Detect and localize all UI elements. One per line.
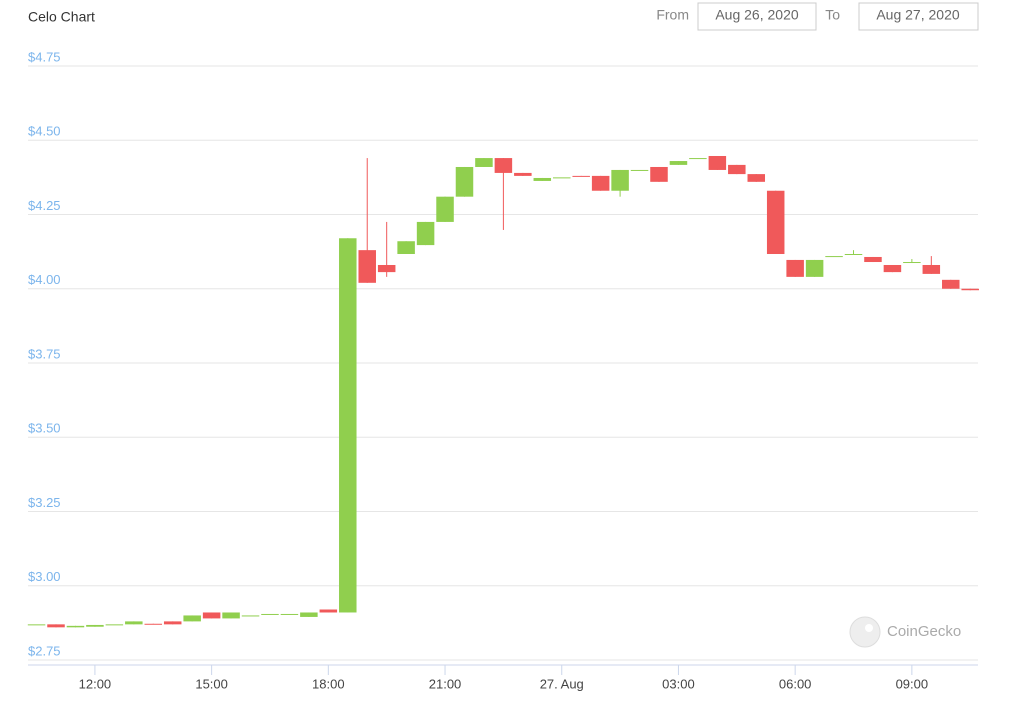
from-date: Aug 26, 2020 bbox=[715, 7, 799, 23]
candle-body bbox=[708, 155, 727, 170]
candle-body bbox=[280, 613, 299, 615]
x-tick-label: 06:00 bbox=[779, 676, 812, 691]
candle-body bbox=[766, 190, 785, 255]
candle-body bbox=[202, 612, 221, 619]
candle-body bbox=[144, 623, 163, 625]
candle-body bbox=[47, 624, 65, 628]
candle-body bbox=[416, 221, 435, 246]
candle-body bbox=[572, 175, 590, 177]
x-tick-label: 21:00 bbox=[429, 676, 462, 691]
x-tick-label: 12:00 bbox=[79, 676, 112, 691]
to-date: Aug 27, 2020 bbox=[876, 7, 960, 23]
watermark-icon bbox=[849, 616, 881, 648]
candle-body bbox=[747, 174, 766, 182]
candle-body bbox=[339, 238, 357, 613]
candle-body bbox=[261, 613, 279, 615]
candle-body bbox=[630, 169, 649, 171]
watermark: CoinGecko bbox=[849, 616, 961, 648]
candle-body bbox=[183, 615, 201, 622]
candle-body bbox=[864, 256, 882, 263]
candle-body bbox=[922, 264, 941, 274]
candle-body bbox=[319, 609, 338, 613]
x-tick-label: 15:00 bbox=[195, 676, 228, 691]
candle-body bbox=[669, 161, 688, 165]
y-tick-label: $3.75 bbox=[28, 346, 61, 361]
grid: $2.75 $3.00 $3.25 $3.50 $3.75 $4.00 $4.25 $4.50… bbox=[28, 49, 978, 691]
x-tick-label: 18:00 bbox=[312, 676, 345, 691]
candle-body bbox=[805, 259, 824, 277]
candle-body bbox=[300, 612, 318, 617]
x-tick-label: 03:00 bbox=[662, 676, 695, 691]
y-tick-label: $4.50 bbox=[28, 124, 61, 139]
candle-body bbox=[883, 264, 902, 273]
candle-body bbox=[533, 177, 552, 181]
candle-body bbox=[611, 169, 629, 191]
candle-body bbox=[552, 177, 571, 179]
candle-body bbox=[222, 612, 240, 619]
y-tick-label: $4.75 bbox=[28, 49, 61, 64]
candle-body bbox=[125, 621, 143, 625]
candle-body bbox=[27, 624, 46, 626]
candle-body bbox=[436, 196, 454, 222]
candle-body bbox=[163, 621, 182, 625]
candle-body bbox=[786, 259, 804, 277]
y-tick-label: $4.00 bbox=[28, 272, 61, 287]
y-tick-label: $2.75 bbox=[28, 643, 61, 658]
from-input[interactable] bbox=[697, 2, 817, 31]
candle-body bbox=[825, 256, 843, 258]
candle-body bbox=[86, 624, 104, 627]
candle-body bbox=[494, 158, 513, 173]
candle-body bbox=[844, 254, 863, 256]
candles bbox=[27, 155, 979, 628]
candle-body bbox=[942, 279, 960, 289]
candle-body bbox=[377, 264, 396, 273]
candle-body bbox=[903, 262, 921, 264]
candle-body bbox=[66, 625, 85, 628]
candle-body bbox=[475, 158, 493, 167]
chart-title: Celo Chart bbox=[28, 9, 95, 25]
candle-body bbox=[455, 166, 474, 197]
candle-body bbox=[728, 164, 746, 175]
y-tick-label: $4.25 bbox=[28, 198, 61, 213]
y-tick-label: $3.50 bbox=[28, 421, 61, 436]
to-label: To bbox=[825, 7, 840, 23]
to-input[interactable] bbox=[858, 2, 979, 31]
candle-body bbox=[105, 624, 124, 626]
candle-body bbox=[397, 241, 415, 255]
candle-body bbox=[591, 175, 610, 191]
candle-body bbox=[961, 288, 979, 291]
candle-body bbox=[241, 615, 260, 617]
candle-body bbox=[514, 172, 532, 176]
y-tick-label: $3.00 bbox=[28, 569, 61, 584]
candle-body bbox=[358, 250, 376, 283]
y-tick-label: $3.25 bbox=[28, 495, 61, 510]
x-tick-label: 27. Aug bbox=[540, 676, 584, 691]
candle-body bbox=[650, 166, 668, 182]
from-label: From bbox=[656, 7, 689, 23]
watermark-text: CoinGecko bbox=[887, 623, 961, 640]
x-tick-label: 09:00 bbox=[896, 676, 929, 691]
watermark-icon-eye bbox=[865, 624, 873, 632]
candle-body bbox=[689, 158, 707, 160]
